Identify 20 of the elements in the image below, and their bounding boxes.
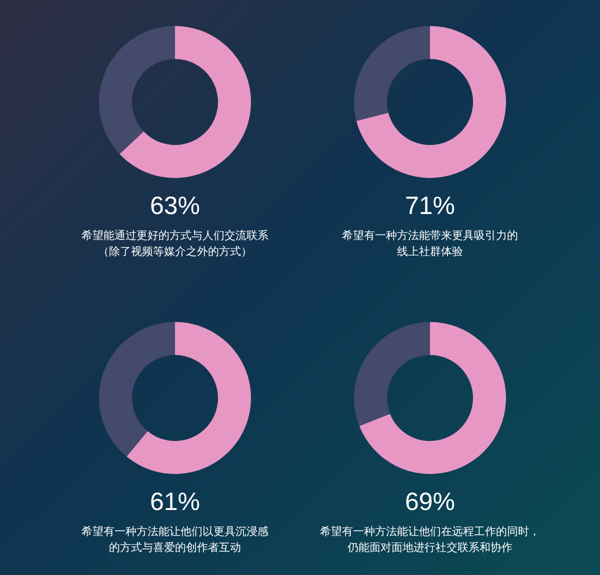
- text: 希望有一种方法能带来更具吸引力的: [342, 229, 518, 242]
- donut-slice: [120, 26, 251, 178]
- text: 希望有一种方法能让他们在远程工作的同时，: [320, 525, 540, 538]
- donut-slice: [359, 322, 506, 474]
- text: （除了视频等媒介之外的方式）: [98, 245, 252, 258]
- donut-slice: [99, 26, 175, 154]
- text: 希望能通过更好的方式与人们交流联系: [82, 229, 268, 242]
- donut-slice: [99, 322, 175, 457]
- data-label: 61%: [150, 488, 200, 516]
- data-label: 63%: [150, 192, 200, 220]
- donut-slice: [354, 26, 430, 121]
- text: 希望有一种方法能让他们以更具沉浸感: [82, 525, 268, 538]
- text: 的方式与喜爱的创作者互动: [109, 541, 241, 554]
- text: 仍能面对面地进行社交联系和协作: [346, 541, 512, 554]
- data-label: 69%: [404, 488, 456, 516]
- donut-slice: [356, 26, 506, 178]
- text: 线上社群体验: [397, 245, 463, 258]
- donut-slice: [354, 322, 430, 426]
- donut-slice: [126, 322, 251, 474]
- data-label: 71%: [404, 192, 456, 220]
